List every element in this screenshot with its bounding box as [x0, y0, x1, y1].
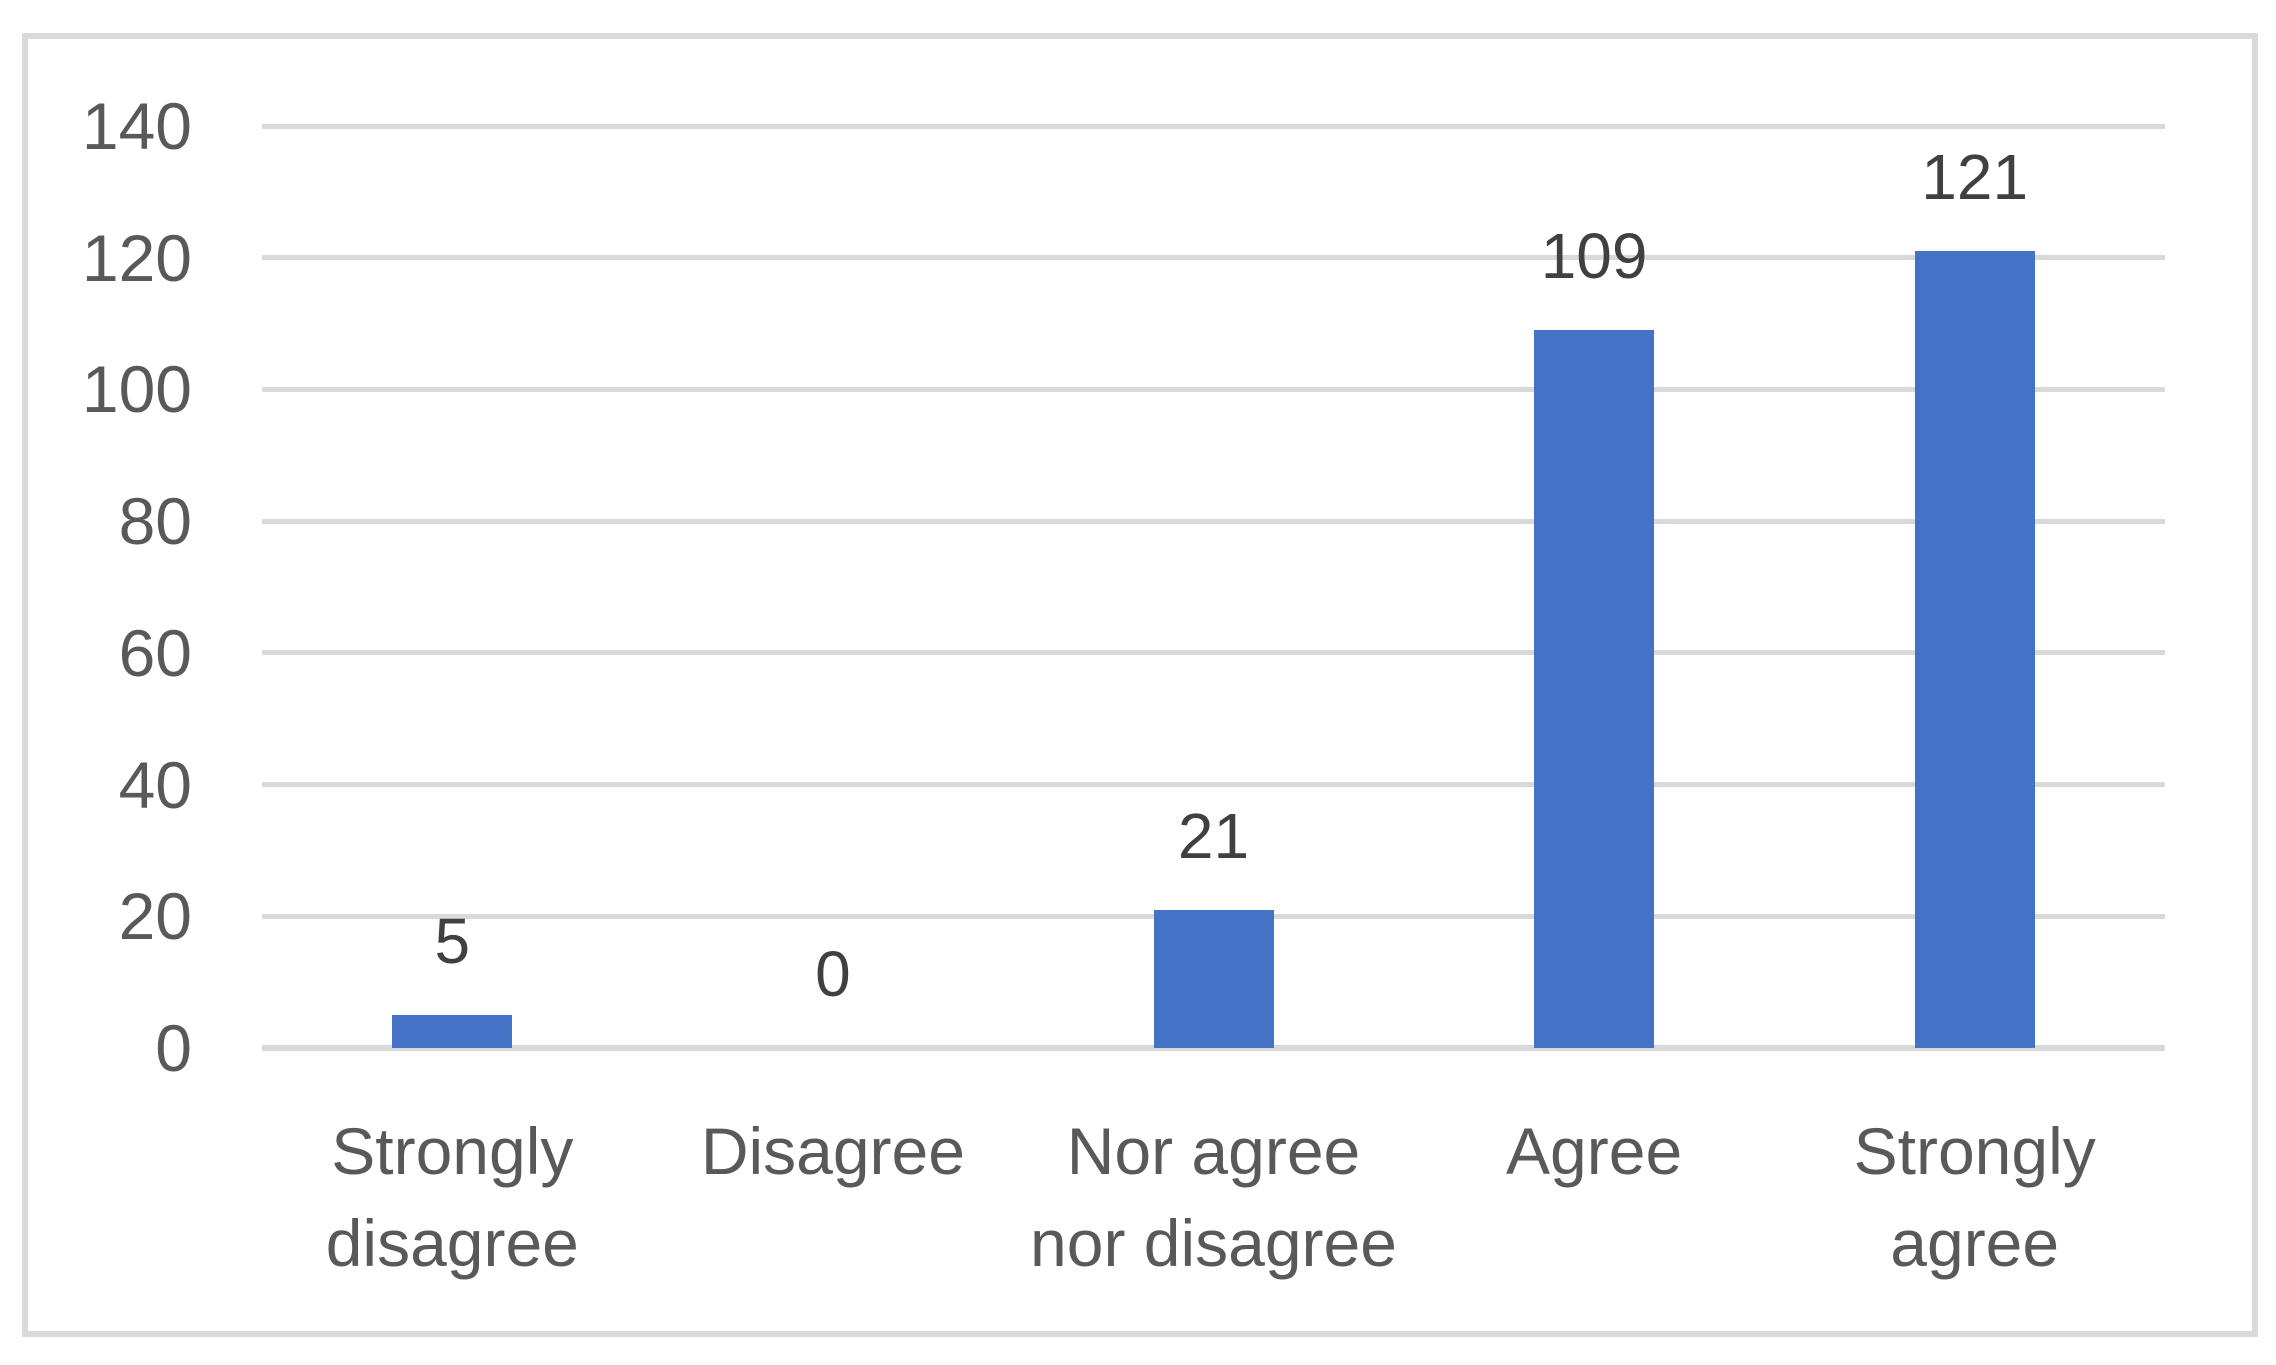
plot-area: 0 20 40 60 80 100 120 140 5 Strongly disagree 0 Dis… — [82, 89, 2165, 1280]
x-axis-line — [262, 1045, 2165, 1051]
bar-value-label-0: 5 — [434, 905, 471, 978]
gridline-60 — [262, 650, 2165, 656]
y-axis-tick-label-100: 100 — [81, 352, 192, 427]
y-axis-tick-label-0: 0 — [155, 1011, 192, 1085]
y-axis-tick-label-40: 40 — [118, 747, 192, 822]
x-axis-category-label-2: Nor agree nor disagree — [1030, 1114, 1397, 1280]
y-axis-tick-label-140: 140 — [81, 89, 192, 163]
gridline-40 — [262, 782, 2165, 788]
gridline-140 — [262, 123, 2165, 129]
x-axis-category-label-0: Strongly disagree — [325, 1114, 579, 1280]
bar-0 — [392, 1015, 513, 1048]
chart-frame: 0 20 40 60 80 100 120 140 5 Strongly disagree 0 Dis… — [22, 33, 2258, 1337]
y-axis-tick-label-80: 80 — [118, 484, 192, 559]
x-axis-category-label-1: Disagree — [700, 1114, 965, 1188]
x-axis-category-label-4: Strongly agree — [1853, 1114, 2096, 1280]
y-axis-tick-label-20: 20 — [118, 879, 192, 954]
bar-4 — [1914, 251, 2035, 1048]
gridline-80 — [262, 518, 2165, 524]
gridline-120 — [262, 255, 2165, 261]
bar-3 — [1534, 330, 1655, 1048]
x-axis-category-label-3: Agree — [1506, 1114, 1683, 1188]
bar-2 — [1153, 909, 1274, 1048]
bar-value-label-2: 21 — [1177, 799, 1250, 872]
y-axis-tick-label-60: 60 — [118, 615, 192, 690]
bar-value-label-3: 109 — [1540, 220, 1648, 293]
y-axis-tick-label-120: 120 — [81, 220, 192, 295]
bar-value-label-1: 0 — [815, 938, 851, 1010]
bar-value-label-4: 121 — [1921, 141, 2029, 214]
gridline-100 — [262, 386, 2165, 392]
